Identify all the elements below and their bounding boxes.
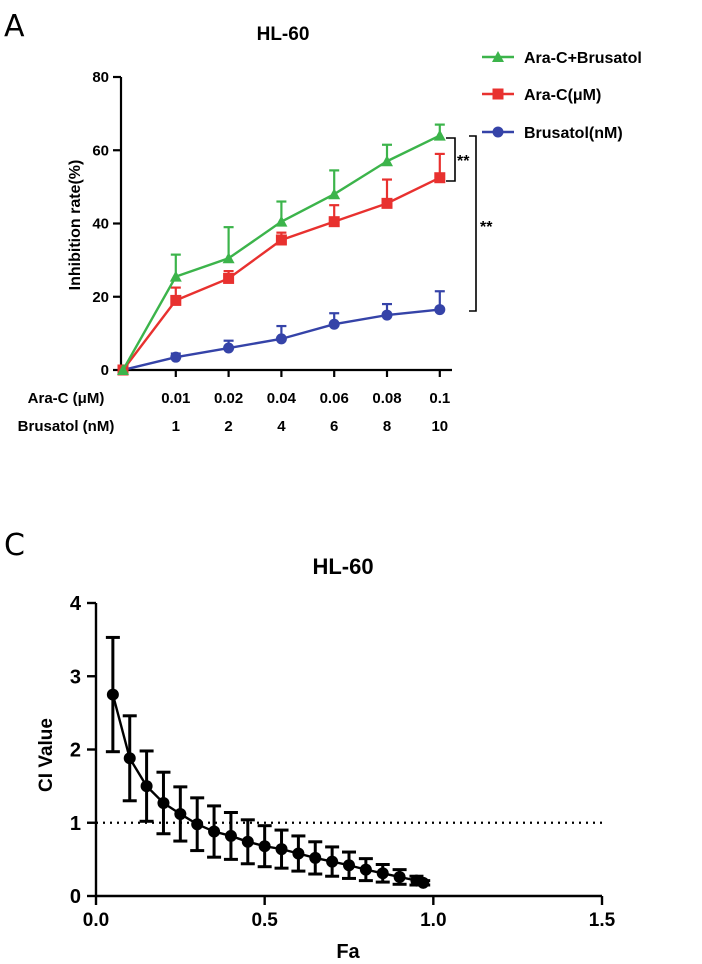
significance-bracket xyxy=(469,135,477,312)
data-point xyxy=(292,847,305,860)
x-tick-label-brusatol: 1 xyxy=(172,418,180,435)
data-point xyxy=(123,752,136,765)
data-point xyxy=(326,855,339,868)
legend-label: Ara-C+Brusatol xyxy=(524,50,642,67)
data-point xyxy=(381,155,393,167)
chart-c-plot: 0 1 2 3 4 0.0 0.5 1.0 1.5 xyxy=(70,593,616,931)
data-point xyxy=(275,215,288,227)
series-line xyxy=(111,694,424,884)
significance-bracket xyxy=(446,137,456,182)
data-point xyxy=(170,294,182,306)
chart-a-plot: 0 20 40 60 80 0.01 1 0.02 2 0.04 4 0.06 6 0.08 8 0.1 10 *… xyxy=(92,50,642,435)
y-tick-label: 1 xyxy=(70,813,81,835)
x-tick-label-arac: 0.02 xyxy=(214,390,243,407)
x-tick-label-arac: 0.01 xyxy=(161,390,190,407)
chart-a-ylabel: Inhibition rate(%) xyxy=(67,160,84,291)
data-point xyxy=(222,252,235,264)
y-tick-label: 60 xyxy=(92,142,109,159)
chart-a-row-label-brusatol: Brusatol (nM) xyxy=(18,418,115,435)
legend-label: Brusatol(nM) xyxy=(524,125,623,142)
x-tick-label-arac: 0.04 xyxy=(267,390,297,407)
panel-label-a: A xyxy=(4,9,25,44)
data-point xyxy=(359,863,372,876)
x-tick-label-arac: 0.06 xyxy=(320,390,349,407)
x-tick-label: 1.5 xyxy=(589,910,616,931)
y-tick-label: 2 xyxy=(70,740,81,762)
data-point xyxy=(343,859,355,872)
chart-c-xlabel: Fa xyxy=(336,941,360,963)
data-point xyxy=(224,829,237,842)
data-point xyxy=(417,876,430,889)
y-tick-label: 20 xyxy=(92,289,109,306)
data-point xyxy=(433,129,446,141)
data-point xyxy=(434,172,446,184)
ci-series xyxy=(105,635,431,889)
chart-a-row-label-arac: Ara-C (μM) xyxy=(28,390,105,407)
y-tick-label: 0 xyxy=(101,362,109,379)
data-point xyxy=(106,688,119,701)
x-tick-label-brusatol: 10 xyxy=(431,418,448,435)
data-point xyxy=(208,825,221,838)
legend-marker xyxy=(492,51,504,62)
data-point xyxy=(328,318,340,330)
y-tick-label: 4 xyxy=(70,593,82,615)
data-point xyxy=(275,333,287,345)
data-point xyxy=(328,216,340,228)
significance-label: ** xyxy=(480,219,493,236)
x-tick-label-arac: 0.08 xyxy=(372,390,401,407)
x-tick-label-brusatol: 4 xyxy=(277,418,286,435)
data-point xyxy=(169,270,182,282)
data-point xyxy=(275,843,288,856)
significance-label: ** xyxy=(457,153,470,170)
y-tick-label: 0 xyxy=(70,886,81,908)
data-point xyxy=(376,867,389,880)
legend-marker xyxy=(492,126,504,138)
chart-a-title: HL-60 xyxy=(257,24,310,45)
x-tick-label-brusatol: 2 xyxy=(224,418,232,435)
legend-marker xyxy=(492,88,504,100)
data-point xyxy=(140,780,153,793)
data-point xyxy=(275,234,287,246)
data-point xyxy=(381,197,393,209)
data-point xyxy=(434,304,446,316)
y-tick-label: 40 xyxy=(92,216,109,233)
y-tick-label: 80 xyxy=(92,69,109,86)
data-point xyxy=(117,364,129,375)
data-point xyxy=(174,807,187,820)
x-tick-label-arac: 0.1 xyxy=(429,390,450,407)
chart-c-ylabel: CI Value xyxy=(36,718,57,792)
data-point xyxy=(309,851,322,864)
data-point xyxy=(223,342,235,354)
panel-label-c: C xyxy=(4,528,25,563)
x-tick-label: 0.0 xyxy=(83,910,109,931)
x-tick-label-brusatol: 8 xyxy=(383,418,391,435)
data-point xyxy=(328,188,341,200)
data-point xyxy=(393,870,406,883)
data-point xyxy=(157,796,170,809)
chart-c-title: HL-60 xyxy=(312,554,373,579)
data-point xyxy=(381,309,393,321)
x-tick-label: 0.5 xyxy=(251,910,278,931)
y-tick-label: 3 xyxy=(70,666,81,688)
data-point xyxy=(170,351,182,363)
data-point xyxy=(241,835,254,848)
data-point xyxy=(223,272,235,284)
data-point xyxy=(191,818,204,831)
data-point xyxy=(258,840,271,853)
legend-label: Ara-C(μM) xyxy=(524,87,601,104)
x-tick-label-brusatol: 6 xyxy=(330,418,338,435)
series-circle xyxy=(117,290,446,376)
series-triangle xyxy=(117,123,446,375)
x-tick-label: 1.0 xyxy=(420,910,446,931)
